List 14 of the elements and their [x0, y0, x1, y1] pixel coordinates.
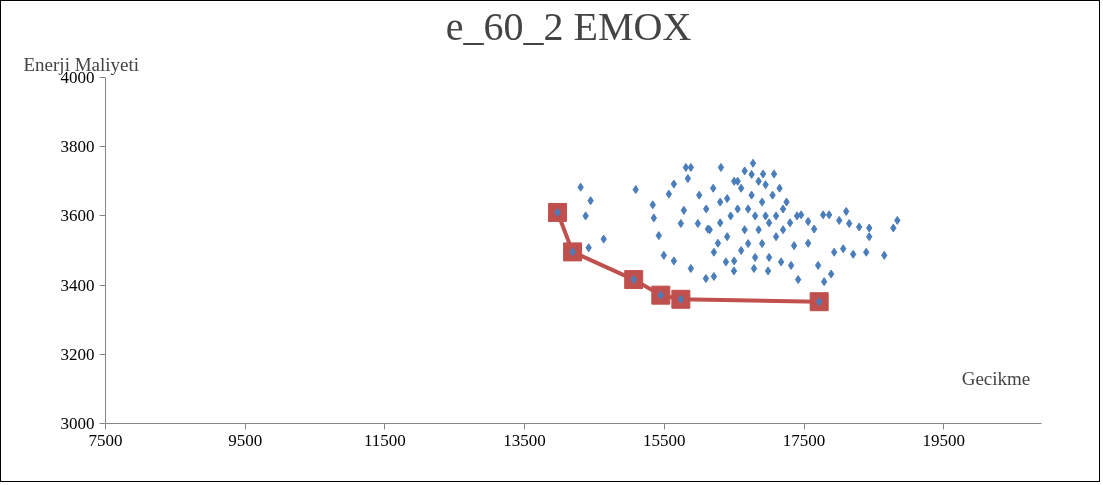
x-tick-label: 7500	[88, 430, 123, 450]
y-tick-label: 3800	[60, 137, 95, 157]
y-tick-label: 3400	[60, 275, 95, 295]
x-tick-label: 9500	[228, 430, 263, 450]
chart-title: e_60_2 EMOX	[445, 3, 692, 49]
x-tick-label: 19500	[922, 430, 965, 450]
x-tick-label: 13500	[503, 430, 546, 450]
x-tick-label: 15500	[643, 430, 686, 450]
x-tick-label: 17500	[782, 430, 826, 450]
x-tick-label: 11500	[363, 430, 406, 450]
y-tick-label: 3600	[60, 206, 95, 226]
y-tick-label: 3000	[60, 414, 95, 433]
y-tick-label: 3200	[60, 344, 95, 364]
x-axis-title: Gecikme	[961, 367, 1031, 389]
